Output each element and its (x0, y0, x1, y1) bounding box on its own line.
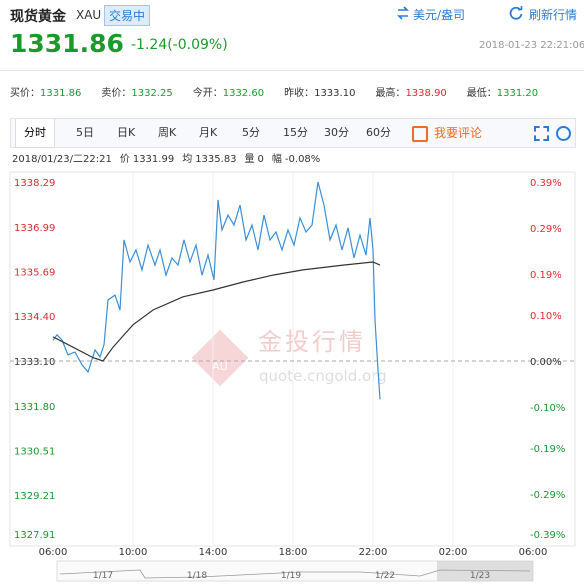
watermark-badge-text: AU (212, 360, 228, 373)
info-item: 2018/01/23/二22:21 (12, 154, 112, 165)
refresh-link[interactable]: 刷新行情 (529, 8, 578, 22)
y-tick-label: 1327.91 (14, 530, 55, 541)
tab[interactable]: 5分 (242, 126, 260, 139)
x-tick-label: 14:00 (199, 547, 228, 558)
tab[interactable]: 月K (199, 126, 218, 139)
info-item: 0 (257, 154, 264, 165)
navigator-trace (59, 569, 531, 579)
x-tick-label: 02:00 (439, 547, 468, 558)
quote-row: 买价：1331.86 卖价：1332.25 今开：1332.60 昨收：1333.10… (10, 84, 538, 99)
code: XAU (76, 8, 102, 22)
swap-icon (397, 6, 409, 20)
y-tick-label: 1338.29 (14, 178, 55, 189)
y-tick-label: 1334.40 (14, 312, 55, 323)
title: 现货黄金 (10, 9, 66, 25)
y2-tick-label: 0.10% (530, 311, 562, 322)
y-tick-label: 1331.80 (14, 402, 55, 413)
y2-tick-label: -0.19% (530, 444, 565, 455)
tab[interactable]: 5日 (76, 126, 94, 139)
quote-label: 最高： (375, 88, 406, 99)
y-tick-label: 1333.10 (14, 357, 55, 368)
info-item: 均 (182, 154, 193, 165)
y-tick-label: 1336.99 (14, 223, 55, 234)
info-item: 1331.99 (132, 154, 175, 165)
series-line (52, 261, 381, 362)
settings-icon[interactable] (556, 126, 571, 141)
x-tick-label: 10:00 (119, 547, 148, 558)
quote-value: 1331.20 (496, 88, 539, 99)
status-badge: 交易中 (104, 5, 151, 26)
quote-value: 1338.90 (405, 88, 447, 99)
y2-tick-label: 0.00% (530, 357, 562, 368)
y-tick-label: 1335.69 (14, 268, 55, 279)
y2-tick-label: 0.19% (530, 270, 562, 281)
watermark-badge (191, 329, 249, 387)
x-tick-label: 22:00 (359, 547, 388, 558)
watermark-name: 金投行情 (258, 328, 366, 356)
info-item: 价 (119, 154, 130, 165)
refresh-icon (509, 6, 523, 20)
y2-tick-label: -0.29% (530, 490, 565, 501)
info-item: 幅 (271, 154, 282, 165)
y2-tick-label: -0.39% (530, 530, 565, 541)
fullscreen-icon[interactable] (534, 126, 549, 141)
tab[interactable]: 周K (158, 126, 177, 139)
info-item: 1335.83 (195, 154, 237, 165)
quote-value: 1332.25 (131, 88, 173, 99)
price-change: -1.24(-0.09%) (131, 37, 228, 53)
navigator-date: 1/22 (375, 571, 395, 581)
y-tick-label: 1330.51 (14, 446, 55, 457)
comment-link[interactable]: 我要评论 (434, 126, 483, 140)
x-tick-label: 06:00 (519, 547, 548, 558)
y2-tick-label: -0.10% (530, 403, 565, 414)
navigator-window (437, 561, 533, 581)
quote-label: 今开： (192, 88, 223, 99)
navigator-date: 1/18 (187, 571, 207, 581)
quote-label: 最低： (466, 88, 497, 99)
y2-tick-label: 0.39% (530, 178, 562, 189)
y-tick-label: 1329.21 (14, 491, 55, 502)
comment-icon (412, 126, 428, 142)
x-tick-label: 18:00 (279, 547, 308, 558)
quote-value: 1333.10 (314, 88, 356, 99)
quote-value: 1332.60 (222, 88, 265, 99)
series-line (52, 181, 381, 400)
divider (0, 70, 584, 71)
unit-link[interactable]: 美元/盎司 (413, 8, 466, 22)
tab[interactable]: 分时 (15, 119, 55, 148)
navigator-date: 1/19 (281, 571, 301, 581)
tab[interactable]: 日K (117, 126, 136, 139)
y2-tick-label: 0.29% (530, 224, 562, 235)
tab-bar: 分时 5日 日K 周K 月K 5分 15分 30分 60分 我要评论 (10, 118, 576, 148)
x-tick-label: 06:00 (39, 547, 68, 558)
quote-value: 1331.86 (40, 88, 82, 99)
quote-label: 卖价： (101, 88, 132, 99)
last-price: 1331.86 (10, 29, 124, 58)
watermark-url: quote.cngold.org (259, 367, 387, 385)
info-line: 2018/01/23/二22:21 价 1331.99 均 1335.83 量 0 幅 -0.0… (12, 150, 328, 165)
info-item: 量 (244, 154, 255, 165)
quote-label: 昨收： (284, 88, 315, 99)
quote-time: 2018-01-23 22:21:06 (479, 40, 584, 51)
tab[interactable]: 60分 (366, 126, 391, 139)
quote-label: 买价： (10, 88, 40, 99)
info-item: -0.08% (284, 154, 321, 165)
navigator-date: 1/17 (93, 571, 113, 581)
tab[interactable]: 15分 (283, 126, 308, 139)
navigator-date: 1/23 (470, 571, 490, 581)
tab[interactable]: 30分 (324, 126, 349, 139)
